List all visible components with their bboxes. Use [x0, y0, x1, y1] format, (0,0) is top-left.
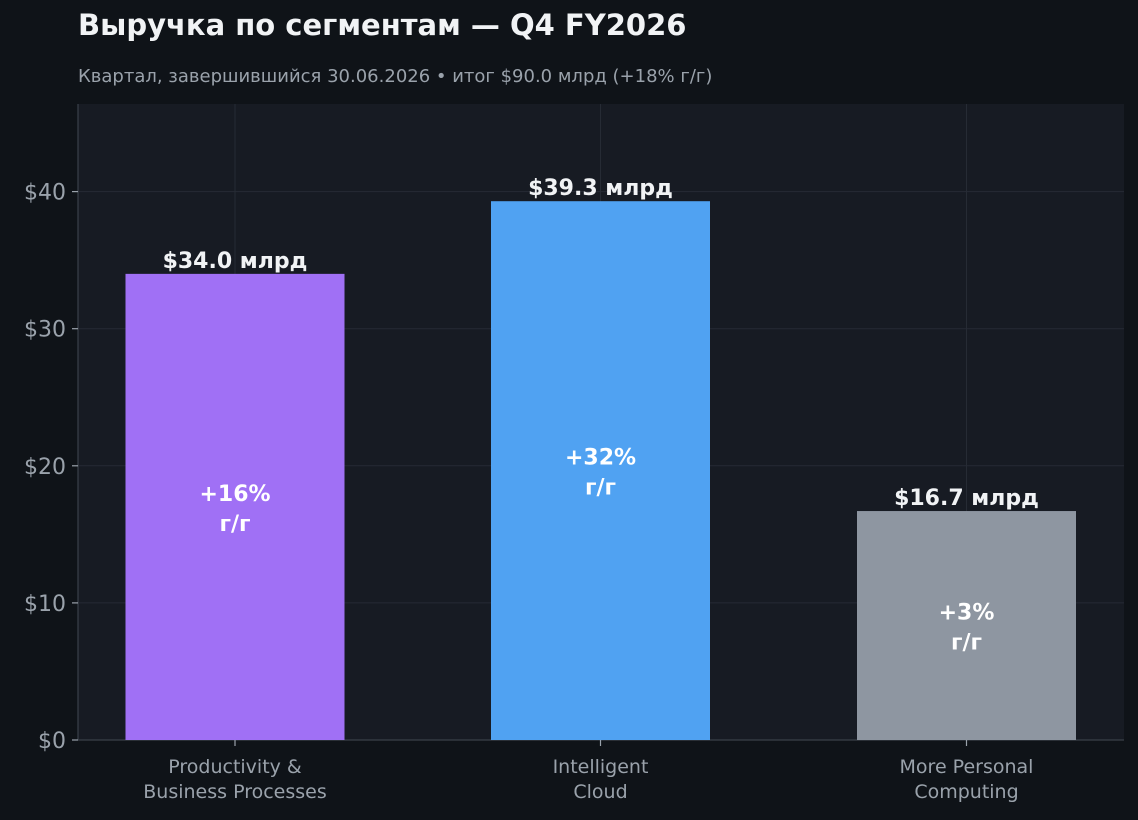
category-label-2-line2: Computing	[914, 781, 1018, 803]
growth-label-0-line1: +16%	[199, 482, 270, 507]
bar-2	[857, 511, 1076, 740]
y-tick-label-2: $20	[24, 455, 66, 480]
value-label-1: $39.3 млрд	[528, 176, 673, 201]
growth-label-2-line2: г/г	[951, 631, 982, 656]
growth-label-0-line2: г/г	[219, 512, 250, 537]
value-label-2: $16.7 млрд	[894, 486, 1039, 511]
category-label-1-line2: Cloud	[573, 781, 627, 803]
growth-label-2-line1: +3%	[939, 601, 995, 626]
y-tick-label-4: $40	[24, 181, 66, 206]
y-tick-label-0: $0	[38, 729, 66, 754]
y-tick-label-1: $10	[24, 592, 66, 617]
growth-label-1-line1: +32%	[565, 446, 636, 471]
category-label-0-line2: Business Processes	[143, 781, 327, 803]
chart-title: Выручка по сегментам — Q4 FY2026	[78, 8, 687, 42]
bar-1	[491, 201, 710, 740]
growth-label-1-line2: г/г	[585, 476, 616, 501]
category-label-0-line1: Productivity &	[168, 756, 302, 778]
chart-subtitle: Квартал, завершившийся 30.06.2026 • итог…	[78, 66, 713, 87]
bar-0	[125, 273, 345, 740]
category-label-1-line1: Intelligent	[553, 756, 649, 778]
y-tick-label-3: $30	[24, 318, 66, 343]
category-label-2-line1: More Personal	[900, 756, 1034, 778]
value-label-0: $34.0 млрд	[163, 249, 308, 274]
